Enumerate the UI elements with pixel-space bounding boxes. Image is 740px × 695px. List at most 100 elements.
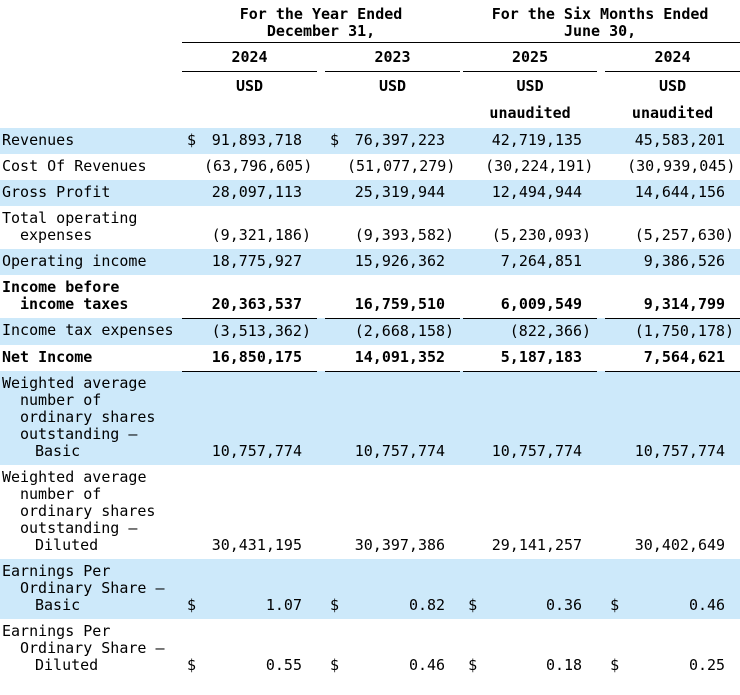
dollar-sign bbox=[463, 180, 486, 206]
spacer bbox=[597, 72, 605, 99]
spacer bbox=[597, 249, 606, 275]
table-row-eps-basic: Earnings Per Ordinary Share – Basic $ 1.… bbox=[0, 559, 740, 619]
spacer bbox=[317, 619, 325, 679]
amount-cell: (3,513,362) bbox=[204, 318, 317, 345]
amount-cell: 30,402,649 bbox=[634, 536, 726, 554]
period-header-row: For the Year Ended December 31, For the … bbox=[0, 4, 740, 43]
table-row-eps-diluted: Earnings Per Ordinary Share – Diluted $ … bbox=[0, 619, 740, 679]
period-title-line2: June 30, bbox=[563, 22, 637, 40]
unaudited-label: unaudited bbox=[489, 104, 571, 122]
amount-cell: 9,314,799 bbox=[627, 275, 740, 319]
table-row-cost-of-revenues: Cost Of Revenues (63,796,605) (51,077,27… bbox=[0, 154, 740, 180]
spacer bbox=[0, 43, 182, 72]
spacer bbox=[597, 275, 605, 318]
dollar-sign bbox=[182, 206, 204, 249]
unaudited-row: unaudited unaudited bbox=[0, 98, 740, 128]
dollar-sign: $ bbox=[182, 128, 204, 154]
dollar-sign bbox=[325, 344, 347, 372]
table-row-weighted-average-diluted: Weighted average number of ordinary shar… bbox=[0, 465, 740, 559]
dollar-sign bbox=[325, 249, 347, 275]
dollar-sign: $ bbox=[610, 656, 620, 674]
spacer bbox=[317, 559, 325, 619]
amount-cell: (5,230,093) bbox=[491, 226, 592, 244]
dollar-sign bbox=[325, 154, 347, 180]
spacer bbox=[460, 128, 464, 154]
spacer bbox=[317, 249, 325, 275]
amount-cell: 5,187,183 bbox=[485, 344, 598, 372]
spacer bbox=[597, 128, 606, 154]
amount-cell: 25,319,944 bbox=[347, 180, 461, 206]
spacer bbox=[597, 206, 605, 249]
dollar-sign: $ bbox=[330, 656, 340, 674]
spacer bbox=[317, 98, 325, 128]
dollar-sign bbox=[325, 206, 347, 249]
table-row-income-before-taxes: Income before income taxes 20,363,537 16… bbox=[0, 275, 740, 319]
spacer bbox=[597, 318, 606, 345]
currency-unit-row: USD USD USD USD bbox=[0, 72, 740, 99]
amount-cell: 30,397,386 bbox=[354, 536, 446, 554]
spacer bbox=[597, 98, 605, 128]
spacer bbox=[317, 206, 325, 249]
spacer bbox=[460, 180, 464, 206]
spacer bbox=[182, 98, 317, 128]
amount-cell: 42,719,135 bbox=[485, 128, 598, 154]
row-label: Earnings Per Ordinary Share – Diluted bbox=[2, 622, 165, 674]
dollar-sign bbox=[325, 275, 347, 319]
amount-cell: 18,775,927 bbox=[204, 249, 317, 275]
dollar-sign bbox=[605, 371, 628, 465]
dollar-sign bbox=[182, 180, 204, 206]
dollar-sign bbox=[182, 344, 204, 372]
amount-cell: 16,759,510 bbox=[347, 275, 461, 319]
spacer bbox=[317, 180, 325, 206]
row-label: Weighted average number of ordinary shar… bbox=[2, 468, 156, 554]
dollar-sign bbox=[463, 128, 486, 154]
dollar-sign bbox=[463, 344, 486, 372]
dollar-sign bbox=[325, 180, 347, 206]
row-label: Revenues bbox=[0, 128, 182, 154]
dollar-sign bbox=[605, 206, 627, 249]
table-row-revenues: Revenues $ 91,893,718 $ 76,397,223 42,71… bbox=[0, 128, 740, 154]
spacer bbox=[317, 72, 325, 99]
amount-cell: 10,757,774 bbox=[627, 371, 740, 465]
dollar-sign bbox=[182, 154, 204, 180]
table-row-net-income: Net Income 16,850,175 14,091,352 5,187,1… bbox=[0, 344, 740, 372]
row-label: Income tax expenses bbox=[0, 318, 182, 345]
dollar-sign bbox=[325, 465, 347, 559]
dollar-sign: $ bbox=[468, 656, 478, 674]
amount-cell: 0.46 bbox=[408, 656, 446, 674]
amount-cell: 14,644,156 bbox=[627, 180, 740, 206]
year-column-header: 2024 bbox=[605, 42, 740, 72]
dollar-sign bbox=[182, 465, 204, 559]
year-header-row: 2024 2023 2025 2024 bbox=[0, 42, 740, 72]
amount-cell: (9,393,582) bbox=[354, 226, 455, 244]
amount-cell: 0.46 bbox=[627, 559, 740, 619]
amount-cell: 6,009,549 bbox=[485, 275, 598, 319]
amount-cell: 0.36 bbox=[485, 559, 598, 619]
dollar-sign: $ bbox=[325, 128, 347, 154]
spacer bbox=[460, 318, 464, 345]
spacer bbox=[597, 371, 606, 465]
amount-cell: (2,668,158) bbox=[347, 318, 461, 345]
currency-unit-label: USD bbox=[235, 77, 264, 95]
amount-cell: 91,893,718 bbox=[204, 128, 317, 154]
spacer bbox=[317, 465, 325, 559]
amount-cell: (30,224,191) bbox=[485, 157, 594, 175]
amount-cell: (30,939,045) bbox=[627, 157, 736, 175]
table-row-operating-income: Operating income 18,775,927 15,926,362 7… bbox=[0, 249, 740, 275]
period-title-line1: For the Year Ended bbox=[239, 5, 403, 23]
spacer bbox=[597, 345, 605, 372]
spacer bbox=[597, 619, 605, 679]
spacer bbox=[317, 154, 325, 180]
spacer bbox=[317, 43, 325, 72]
spacer bbox=[460, 249, 464, 275]
amount-cell: 9,386,526 bbox=[627, 249, 740, 275]
dollar-sign bbox=[182, 318, 204, 345]
amount-cell: 7,264,851 bbox=[485, 249, 598, 275]
amount-cell: 29,141,257 bbox=[491, 536, 583, 554]
spacer bbox=[0, 72, 182, 99]
dollar-sign bbox=[605, 318, 628, 345]
year-column-header: 2023 bbox=[325, 42, 461, 72]
dollar-sign bbox=[182, 249, 204, 275]
spacer bbox=[460, 371, 464, 465]
dollar-sign bbox=[182, 371, 204, 465]
